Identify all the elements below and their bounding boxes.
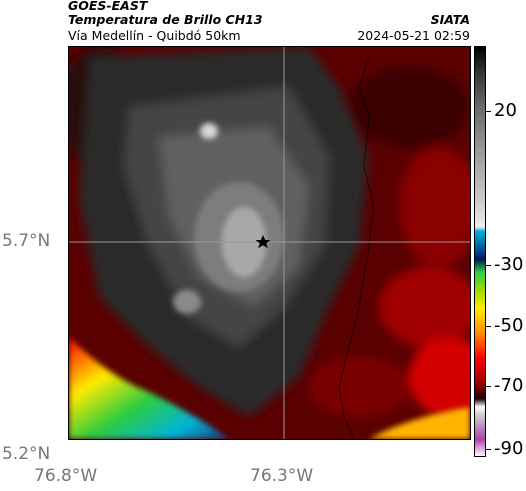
satellite-title: GOES-EAST (68, 0, 148, 13)
colorbar (474, 46, 486, 457)
lat-label-5.2: 5.2°N (2, 444, 51, 464)
boundary-line (338, 56, 375, 439)
datetime-label: 2024-05-21 02:59 (357, 28, 470, 43)
colorbar-tick (486, 449, 491, 450)
colorbar-tick (486, 386, 491, 387)
colorbar-tick (486, 111, 491, 112)
colorbar-label: -70 (494, 375, 524, 396)
colorbar-tick (486, 265, 491, 266)
brightness-temperature-field (69, 47, 470, 439)
warm-strip (369, 407, 470, 439)
region-label: Vía Medellín - Quibdó 50km (68, 28, 241, 43)
product-title: Temperatura de Brillo CH13 (68, 12, 263, 27)
colorbar-tick (486, 326, 491, 327)
colorbar-label: 20 (494, 100, 517, 121)
colorbar-label: -90 (494, 438, 524, 459)
lon-label-76.3: 76.3°W (250, 466, 314, 486)
cold-region (69, 337, 229, 439)
lon-label-76.8: 76.8°W (34, 466, 98, 486)
colorbar-label: -50 (494, 315, 524, 336)
satellite-map (68, 46, 471, 440)
org-label: SIATA (430, 12, 470, 27)
lat-label-5.7: 5.7°N (2, 231, 51, 251)
star-icon (255, 235, 271, 249)
colorbar-label: -30 (494, 254, 524, 275)
